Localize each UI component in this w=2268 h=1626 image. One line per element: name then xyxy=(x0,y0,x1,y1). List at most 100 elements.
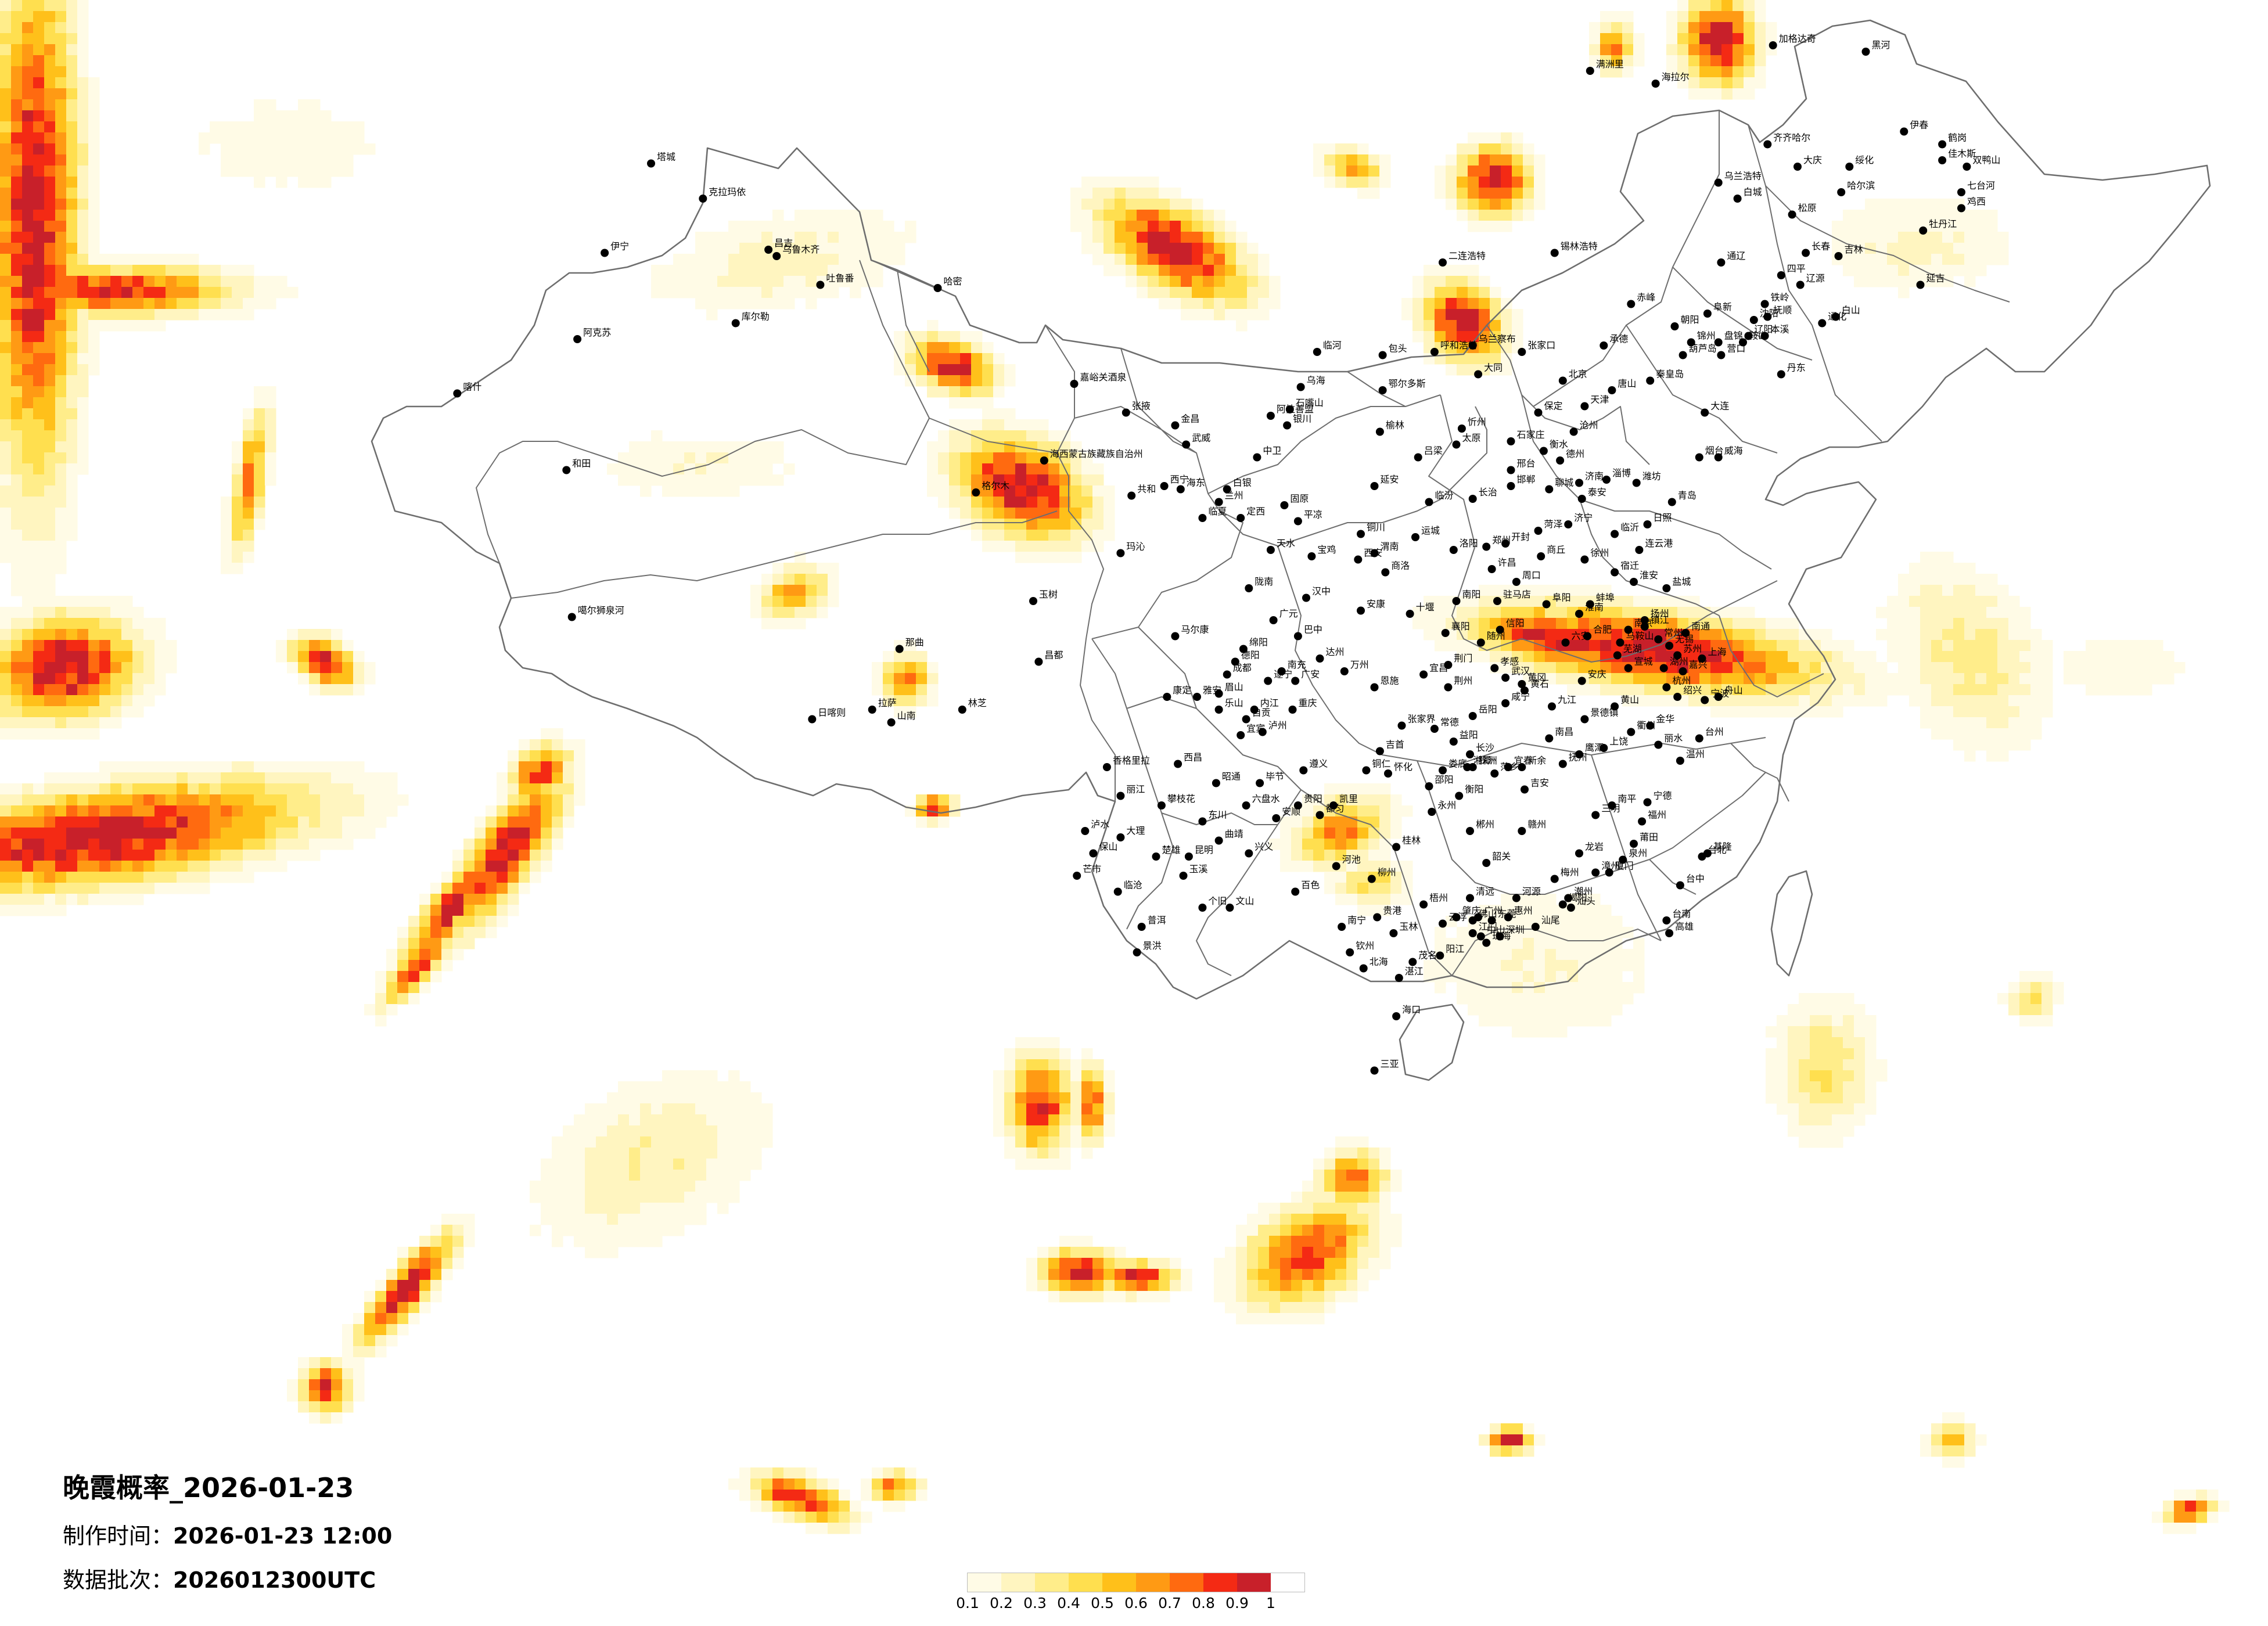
probability-cell xyxy=(1490,166,1501,177)
probability-cell xyxy=(1788,1048,1799,1060)
probability-cell xyxy=(1777,629,1788,641)
probability-cell xyxy=(1865,199,1877,210)
probability-cell xyxy=(541,728,552,740)
probability-cell xyxy=(55,894,67,905)
probability-cell xyxy=(1070,1236,1082,1247)
probability-cell xyxy=(441,949,453,961)
probability-cell xyxy=(1534,1004,1545,1016)
probability-cell xyxy=(188,309,199,321)
probability-cell xyxy=(386,1004,398,1016)
probability-cell xyxy=(1953,1456,1965,1468)
probability-cell xyxy=(1986,662,1998,674)
city-label: 鹰潭 xyxy=(1585,742,1604,753)
probability-cell xyxy=(1677,77,1689,89)
city-label: 嘉兴 xyxy=(1689,659,1708,670)
probability-cell xyxy=(2108,662,2119,674)
probability-cell xyxy=(254,419,265,431)
probability-cell xyxy=(1832,243,1843,254)
probability-cell xyxy=(33,386,45,398)
probability-cell xyxy=(1512,618,1523,629)
probability-cell xyxy=(77,88,89,100)
probability-cell xyxy=(1247,1236,1259,1247)
probability-cell xyxy=(452,1214,464,1225)
probability-cell xyxy=(1004,530,1016,541)
probability-cell xyxy=(2008,706,2020,718)
probability-cell xyxy=(739,254,751,265)
probability-cell xyxy=(243,861,254,872)
probability-cell xyxy=(1942,221,1954,232)
city-label: 宜春 xyxy=(1514,755,1533,766)
city-label: 汕尾 xyxy=(1541,915,1560,926)
probability-cell xyxy=(728,243,740,254)
city-dot xyxy=(1608,801,1616,810)
probability-cell xyxy=(541,839,552,850)
probability-cell xyxy=(1556,1026,1568,1038)
probability-cell xyxy=(1854,662,1866,674)
probability-cell xyxy=(1247,1313,1259,1325)
probability-cell xyxy=(121,309,133,321)
probability-cell xyxy=(1523,960,1534,972)
probability-cell xyxy=(441,960,453,972)
probability-cell xyxy=(607,1214,619,1225)
probability-cell xyxy=(861,276,872,287)
probability-cell xyxy=(872,243,883,254)
probability-cell xyxy=(530,872,541,883)
probability-cell xyxy=(574,1125,585,1137)
probability-cell xyxy=(1909,574,1921,585)
probability-cell xyxy=(1115,1258,1126,1269)
probability-cell xyxy=(1092,1247,1104,1258)
probability-cell xyxy=(651,441,663,453)
probability-cell xyxy=(11,342,23,354)
probability-cell xyxy=(77,618,89,629)
probability-cell xyxy=(1876,254,1888,265)
probability-cell xyxy=(706,1125,718,1137)
probability-cell xyxy=(1015,1037,1027,1049)
probability-cell xyxy=(1788,1070,1799,1082)
probability-cell xyxy=(949,441,961,453)
probability-cell xyxy=(717,243,729,254)
probability-cell xyxy=(1633,33,1645,45)
probability-cell xyxy=(1291,1203,1303,1214)
probability-cell xyxy=(1479,971,1490,983)
probability-cell xyxy=(949,353,961,365)
probability-cell xyxy=(1501,298,1512,310)
probability-cell xyxy=(1611,938,1623,949)
probability-cell xyxy=(1600,11,1612,23)
probability-cell xyxy=(66,408,78,420)
probability-cell xyxy=(673,474,685,486)
probability-cell xyxy=(2097,673,2108,685)
probability-cell xyxy=(1236,320,1248,332)
probability-cell xyxy=(99,673,111,685)
probability-cell xyxy=(640,452,652,464)
probability-cell xyxy=(66,154,78,166)
probability-cell xyxy=(1357,1159,1369,1170)
probability-cell xyxy=(88,794,100,806)
probability-cell xyxy=(761,265,773,276)
probability-cell xyxy=(77,894,89,905)
probability-cell xyxy=(232,143,243,155)
probability-cell xyxy=(717,265,729,276)
probability-cell xyxy=(1324,1291,1336,1303)
probability-cell xyxy=(949,342,961,354)
probability-cell xyxy=(960,353,972,365)
probability-cell xyxy=(1457,188,1468,199)
probability-cell xyxy=(55,519,67,530)
probability-cell xyxy=(331,673,343,685)
probability-cell xyxy=(33,55,45,67)
probability-cell xyxy=(2163,1501,2174,1512)
city-label: 凯里 xyxy=(1339,793,1358,804)
probability-cell xyxy=(1744,77,1755,89)
probability-cell xyxy=(728,254,740,265)
probability-cell xyxy=(2064,673,2075,685)
probability-cell xyxy=(1534,662,1545,674)
probability-cell xyxy=(22,816,34,828)
probability-cell xyxy=(1037,1280,1049,1292)
probability-cell xyxy=(1446,287,1457,298)
probability-cell xyxy=(530,1225,541,1236)
probability-cell xyxy=(44,143,56,155)
probability-cell xyxy=(22,188,34,199)
probability-cell xyxy=(55,552,67,563)
probability-cell xyxy=(1832,993,1843,1005)
probability-cell xyxy=(795,221,806,232)
probability-cell xyxy=(44,331,56,343)
